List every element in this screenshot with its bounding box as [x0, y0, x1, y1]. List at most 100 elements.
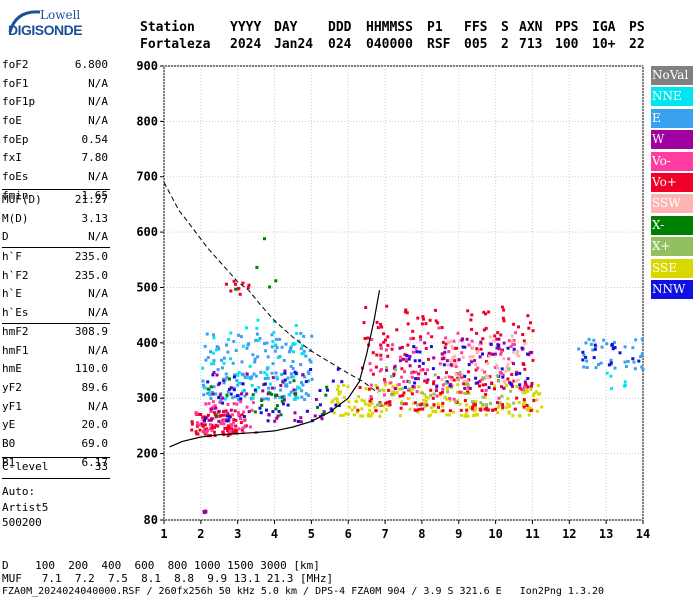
echo-point — [509, 344, 513, 348]
parameter-row: yE 20.0 — [2, 418, 108, 437]
echo-point — [228, 415, 232, 419]
echo-point — [237, 413, 241, 417]
x-tick-label: 9 — [455, 527, 462, 541]
echo-point — [246, 375, 250, 379]
echo-point — [242, 410, 246, 414]
header-cell: P1 — [427, 20, 443, 35]
echo-point — [232, 375, 236, 379]
echo-point — [266, 366, 270, 370]
header-cell: DDD — [328, 20, 352, 35]
parameter-key: fxI — [2, 151, 22, 165]
echo-point — [232, 279, 236, 283]
echo-point — [201, 383, 205, 387]
echo-point — [247, 410, 251, 414]
echo-point — [436, 376, 440, 380]
parameter-key: foF1p — [2, 95, 36, 109]
echo-point — [486, 376, 490, 380]
echo-point — [281, 402, 285, 406]
echo-point — [478, 384, 481, 388]
echo-point — [484, 312, 488, 316]
echo-point — [236, 394, 240, 398]
echo-point — [237, 381, 241, 385]
parameter-row: h`F 235.0 — [2, 250, 108, 269]
echo-point — [302, 334, 306, 338]
echo-point — [618, 351, 622, 355]
echo-point — [512, 322, 516, 326]
parameter-group-critical-freqs: foF2 6.800 foF1 N/A foF1p N/A foE N/A foEp 0.54 fx… — [2, 58, 108, 208]
echo-point — [432, 392, 436, 396]
echo-point — [593, 343, 597, 347]
echo-point — [613, 340, 616, 344]
echo-point — [216, 424, 220, 428]
echo-point — [411, 385, 415, 389]
echo-point — [527, 406, 531, 410]
echo-point — [515, 352, 519, 356]
echo-point — [417, 364, 421, 368]
echo-point — [391, 343, 395, 347]
echo-point — [484, 383, 487, 387]
echo-point — [470, 327, 474, 331]
echo-point — [253, 388, 257, 392]
echo-point — [452, 339, 456, 343]
echo-point — [205, 430, 209, 434]
echo-point — [276, 356, 280, 359]
header-cell: 10+ — [592, 37, 616, 52]
echo-point — [461, 373, 465, 377]
echo-point — [206, 413, 210, 417]
echo-point — [446, 387, 450, 391]
echo-point — [495, 337, 499, 341]
header-cell: FFS — [464, 20, 488, 35]
echo-point — [356, 410, 359, 414]
y-tick-label: 500 — [136, 280, 158, 294]
echo-point — [294, 392, 298, 396]
header-cell: 024 — [328, 37, 352, 52]
echo-point — [221, 377, 225, 381]
echo-point — [623, 345, 627, 349]
echo-point — [631, 357, 635, 361]
header-cell: 2024 — [230, 37, 262, 52]
echo-point — [268, 285, 272, 289]
echo-point — [441, 383, 445, 387]
echo-point — [482, 310, 486, 314]
echo-point — [432, 403, 436, 407]
echo-point — [203, 430, 207, 434]
echo-point — [448, 398, 452, 402]
echo-point — [273, 349, 277, 353]
parameter-value: 235.0 — [74, 250, 108, 263]
parameter-value: 33 — [94, 460, 108, 473]
echo-point — [237, 371, 241, 374]
echo-point — [631, 346, 635, 350]
echo-point — [220, 358, 223, 362]
echo-point — [518, 383, 522, 387]
echo-point — [424, 347, 428, 350]
echo-point — [491, 408, 495, 412]
echo-point — [376, 403, 379, 407]
echo-point — [480, 377, 484, 381]
echo-point — [382, 388, 386, 392]
echo-point — [427, 414, 431, 418]
echo-point — [318, 389, 322, 392]
echo-point — [224, 372, 228, 376]
echo-point — [483, 407, 487, 411]
echo-point — [421, 315, 425, 319]
echo-point — [507, 339, 511, 343]
echo-point — [250, 408, 254, 412]
echo-point — [225, 343, 228, 347]
echo-point — [201, 379, 205, 383]
echo-point — [427, 357, 430, 361]
echo-point — [300, 352, 304, 356]
echo-point — [468, 406, 472, 410]
echo-point — [442, 356, 446, 360]
file-info-row: FZA0M_2024024040000.RSF / 260fx256h 50 k… — [2, 586, 605, 597]
legend-item: NoVal — [651, 66, 693, 85]
echo-point — [398, 359, 402, 363]
echo-point — [239, 417, 242, 420]
echo-point — [206, 429, 210, 433]
echo-point — [599, 361, 603, 365]
echo-point — [633, 367, 637, 371]
echo-point — [493, 334, 497, 338]
echo-point — [360, 407, 364, 411]
x-tick-label: 14 — [636, 527, 650, 541]
echo-point — [464, 412, 468, 416]
echo-point — [506, 346, 510, 350]
